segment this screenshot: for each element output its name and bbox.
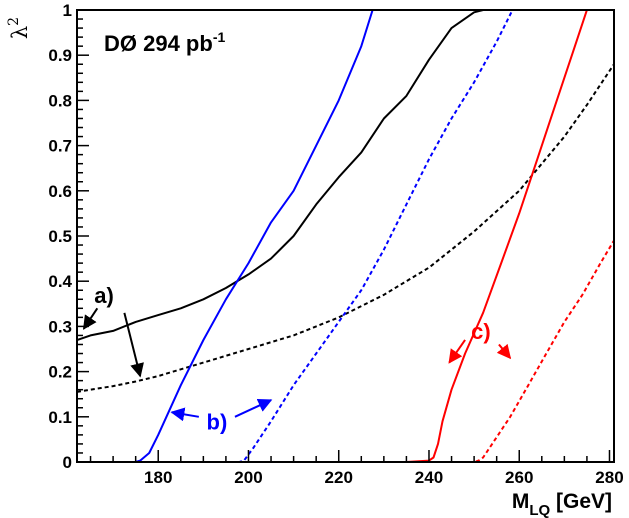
experiment-label-main: DØ 294 pb xyxy=(104,31,213,56)
x-tick-label: 180 xyxy=(144,468,172,487)
x-axis-label-main: M xyxy=(512,490,530,513)
annotation-arrow xyxy=(234,399,273,418)
annotation-arrow xyxy=(496,343,512,360)
annotation-label: c) xyxy=(471,319,491,344)
annotation-layer: a) b) c) xyxy=(82,283,512,434)
annotation-label: a) xyxy=(94,283,114,308)
x-axis-label-unit: [GeV] xyxy=(550,490,612,513)
series-c-dashed-line xyxy=(77,239,614,462)
series-layer xyxy=(77,10,614,462)
y-tick-label: 0.4 xyxy=(48,272,72,291)
y-tick-label: 0.9 xyxy=(48,46,72,65)
y-tick-label: 0.6 xyxy=(48,182,72,201)
y-tick-label: 0.1 xyxy=(48,408,72,427)
series-c-solid-line xyxy=(77,10,588,462)
x-tick-label: 200 xyxy=(234,468,262,487)
y-tick-label: 0.2 xyxy=(48,363,72,382)
x-axis-label-sub: LQ xyxy=(529,502,550,518)
x-tick-label: 240 xyxy=(415,468,443,487)
y-tick-label: 0.3 xyxy=(48,317,72,336)
x-tick-label: 260 xyxy=(505,468,533,487)
annotation-arrow xyxy=(170,407,200,422)
experiment-label: DØ 294 pb-1 xyxy=(104,29,225,56)
plot-frame xyxy=(76,9,615,463)
annotation-arrow xyxy=(82,307,99,330)
y-axis-label: λ2 xyxy=(6,17,32,39)
y-tick-label: 0 xyxy=(63,453,72,472)
y-tick-label: 1 xyxy=(63,1,72,20)
series-a-solid-line xyxy=(77,10,614,341)
series-b-solid-line xyxy=(77,10,374,462)
series-a-dashed-line xyxy=(77,63,614,393)
x-axis-label: MLQ [GeV] xyxy=(512,490,612,518)
y-tick-label: 0.7 xyxy=(48,137,72,156)
y-tick-label: 0.5 xyxy=(48,227,72,246)
ticks-layer: 180 200 220 240 260 280 0 0.1 0.2 0.3 0.4 0.5 0.6 0.7… xyxy=(48,1,623,487)
x-tick-label: 220 xyxy=(325,468,353,487)
annotation-arrow xyxy=(123,312,144,378)
annotation-label: b) xyxy=(207,409,228,434)
y-tick-label: 0.8 xyxy=(48,91,72,110)
y-axis-label-main: λ xyxy=(8,26,32,39)
y-axis-label-sup: 2 xyxy=(6,17,22,26)
annotation-arrow xyxy=(448,339,466,364)
series-b-dashed-line xyxy=(77,10,514,462)
experiment-label-sup: -1 xyxy=(213,29,226,45)
x-tick-label: 280 xyxy=(595,468,623,487)
